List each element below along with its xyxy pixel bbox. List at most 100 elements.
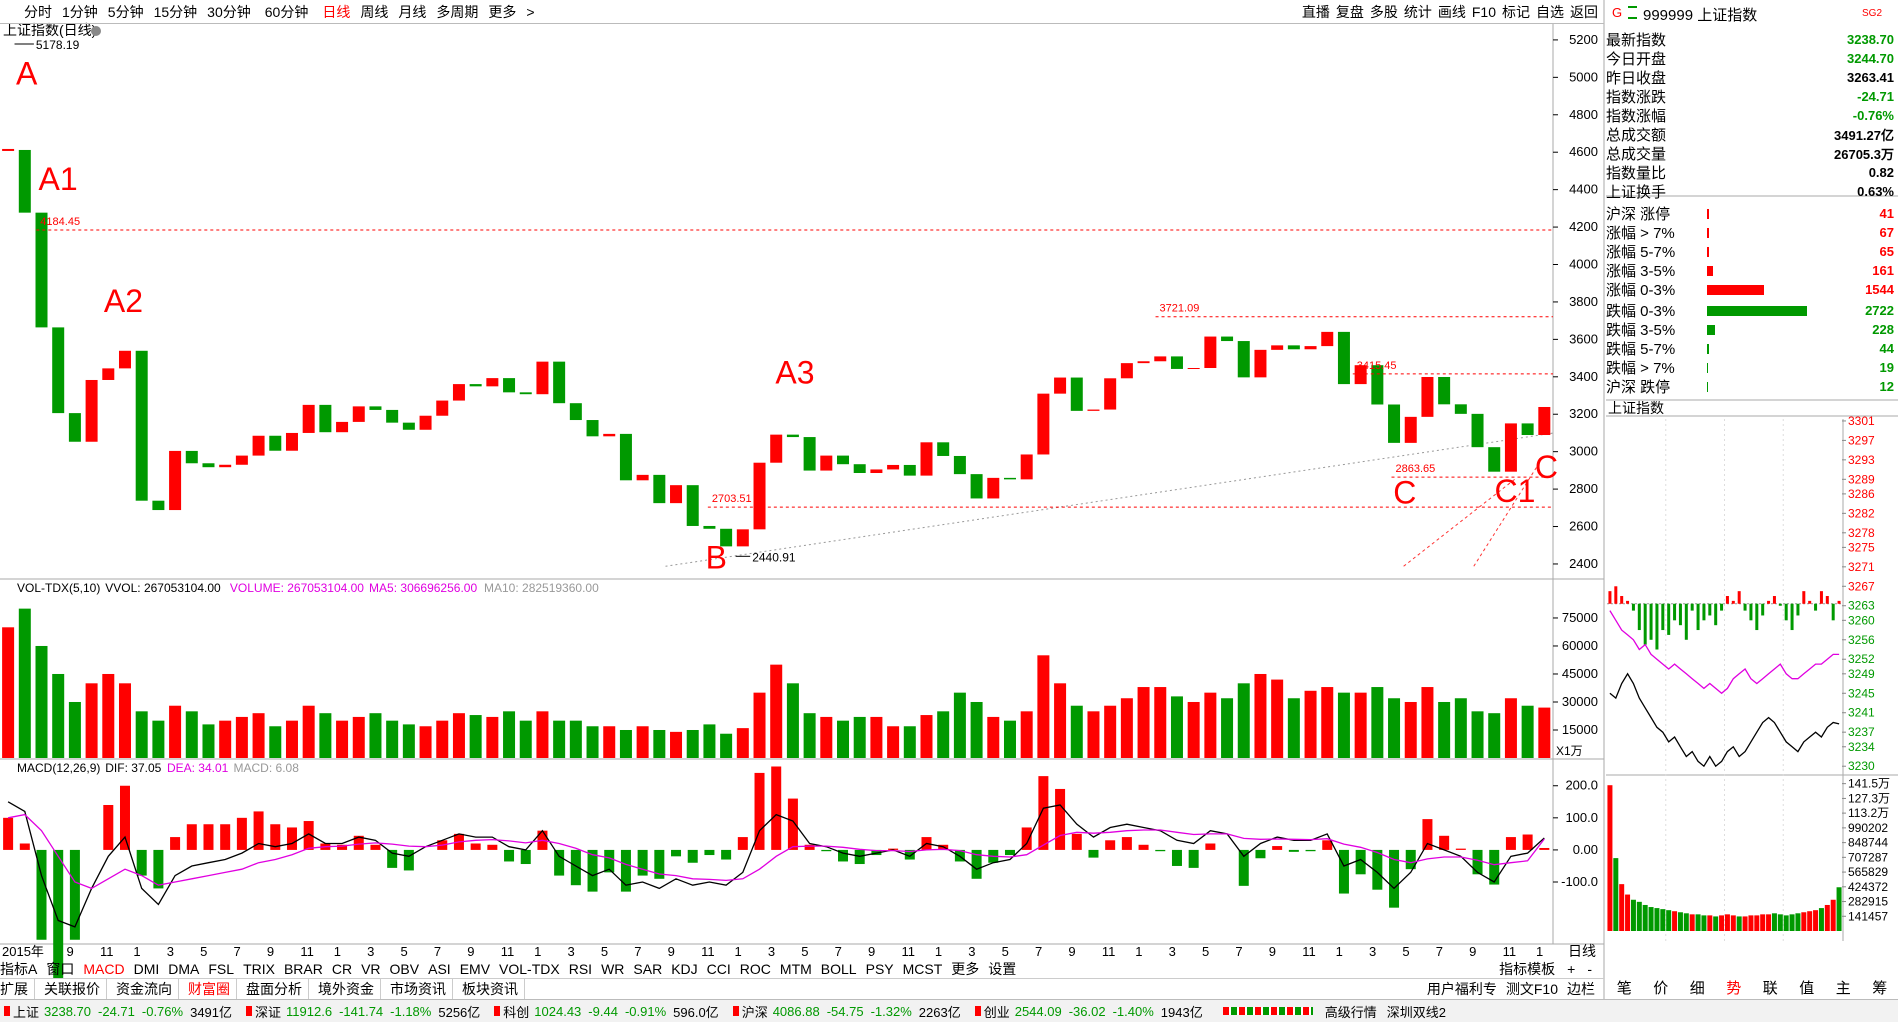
extension-tab[interactable]: 盘面分析 xyxy=(246,979,309,999)
indicator-tab[interactable]: 更多 xyxy=(951,959,979,979)
tool-button[interactable]: 自选 xyxy=(1536,2,1564,22)
x-tick-label: 9 xyxy=(467,944,474,959)
indicator-tab[interactable]: BRAR xyxy=(284,961,323,977)
period-tab[interactable]: 分时 xyxy=(24,2,52,22)
indicator-tab[interactable]: MCST xyxy=(903,961,943,977)
volume-bar xyxy=(303,706,315,758)
intraday-volume xyxy=(1784,915,1789,931)
extension-tab[interactable]: 板块资讯 xyxy=(462,979,525,999)
period-tab[interactable]: 15分钟 xyxy=(154,2,198,22)
indicator-tab[interactable]: RSI xyxy=(569,961,592,977)
side-tab[interactable]: 细 xyxy=(1679,977,1716,998)
level-label: 2703.51 xyxy=(712,493,752,505)
period-tab[interactable]: 5分钟 xyxy=(108,2,144,22)
indicator-tool[interactable]: + xyxy=(1567,961,1575,977)
extension-tab[interactable]: 关联报价 xyxy=(44,979,107,999)
x-tick-label: 2015年 xyxy=(2,944,44,959)
y-tick-label: 3200 xyxy=(1569,406,1598,421)
side-tab[interactable]: 联 xyxy=(1752,977,1789,998)
indicator-tab[interactable]: ASI xyxy=(428,961,451,977)
side-tab[interactable]: 值 xyxy=(1789,977,1826,998)
candle xyxy=(236,456,248,465)
indicator-tab[interactable]: MTM xyxy=(780,961,812,977)
indicator-tab[interactable]: SAR xyxy=(633,961,662,977)
indicator-tool[interactable]: 指标模板 xyxy=(1499,959,1555,979)
volume-bar xyxy=(971,702,983,758)
indicator-tab[interactable]: WR xyxy=(601,961,624,977)
tool-button[interactable]: 多股 xyxy=(1370,2,1398,22)
side-tab[interactable]: 笔 xyxy=(1606,977,1643,998)
side-tab[interactable]: 势 xyxy=(1716,977,1753,998)
breadth-label: 涨幅 0-3% xyxy=(1606,279,1706,300)
period-tab[interactable]: 1分钟 xyxy=(62,2,98,22)
period-tab[interactable]: 月线 xyxy=(398,2,426,22)
side-tab[interactable]: 价 xyxy=(1643,977,1680,998)
side-tab[interactable]: 主 xyxy=(1825,977,1862,998)
extension-tool[interactable]: 测文F10 xyxy=(1506,979,1558,999)
indicator-tab[interactable]: CCI xyxy=(707,961,731,977)
y-tick-label: 100.0 xyxy=(1565,810,1598,825)
indicator-tab[interactable]: CR xyxy=(332,961,352,977)
indicator-tab[interactable]: VOL-TDX xyxy=(499,961,560,977)
indicator-tab[interactable]: 设置 xyxy=(988,959,1016,979)
extension-tool[interactable]: 用户福利专 xyxy=(1427,979,1497,999)
period-tab[interactable]: 多周期 xyxy=(436,2,478,22)
volume-bar xyxy=(369,713,381,758)
x-tick-label: 9 xyxy=(868,944,875,959)
indicator-title: MACD(12,26,9) xyxy=(17,761,100,775)
intraday-volume xyxy=(1754,915,1759,931)
extension-tab[interactable]: 资金流向 xyxy=(116,979,179,999)
candle xyxy=(670,485,682,503)
indicator-tab[interactable]: MACD xyxy=(83,961,124,977)
tool-button[interactable]: 画线 xyxy=(1438,2,1466,22)
tool-button[interactable]: F10 xyxy=(1472,4,1496,20)
indicator-tab[interactable]: KDJ xyxy=(671,961,697,977)
indicator-tool[interactable]: - xyxy=(1587,961,1592,977)
extension-tab[interactable]: 财富圈 xyxy=(188,979,237,999)
tool-button[interactable]: 统计 xyxy=(1404,2,1432,22)
candle xyxy=(152,501,164,510)
side-tab[interactable]: 筹 xyxy=(1862,977,1898,998)
ratio-bar xyxy=(1614,586,1617,603)
candle xyxy=(453,384,465,400)
macd-bar xyxy=(1205,843,1215,849)
indicator-tab[interactable]: OBV xyxy=(390,961,420,977)
indicator-tab[interactable]: PSY xyxy=(866,961,894,977)
indicator-tab[interactable]: EMV xyxy=(460,961,490,977)
extension-tab[interactable]: 市场资讯 xyxy=(390,979,453,999)
x-tick-label: 7 xyxy=(835,944,842,959)
period-tab[interactable]: 更多 xyxy=(488,2,516,22)
indicator-tab[interactable]: 窗口 xyxy=(46,959,74,979)
period-tab[interactable]: > xyxy=(526,4,534,20)
indicator-tab[interactable]: ROC xyxy=(740,961,771,977)
extension-tab[interactable]: 扩展 xyxy=(0,979,35,999)
y-tick-label: 3241 xyxy=(1848,706,1875,720)
indicator-tab[interactable]: FSL xyxy=(208,961,234,977)
indicator-tab[interactable]: DMA xyxy=(168,961,199,977)
period-tab[interactable]: 周线 xyxy=(360,2,388,22)
ratio-bar xyxy=(1708,604,1711,616)
indicator-tab[interactable]: BOLL xyxy=(821,961,857,977)
x-tick-label: 9 xyxy=(1469,944,1476,959)
status-link[interactable]: 高级行情 xyxy=(1325,1002,1377,1021)
extension-tab[interactable]: 境外资金 xyxy=(318,979,381,999)
status-link[interactable]: 深圳双线2 xyxy=(1387,1002,1446,1021)
candle xyxy=(269,436,281,451)
tool-button[interactable]: 复盘 xyxy=(1336,2,1364,22)
macd-bar xyxy=(1122,837,1132,850)
indicator-tab[interactable]: VR xyxy=(361,961,380,977)
period-tab[interactable]: 30分钟 xyxy=(207,2,251,22)
indicator-tab[interactable]: 指标A xyxy=(0,959,37,979)
extension-tool[interactable]: 边栏 xyxy=(1567,979,1595,999)
tool-button[interactable]: 返回 xyxy=(1570,2,1598,22)
intraday-volume xyxy=(1684,913,1689,931)
period-tab[interactable]: 60分钟 xyxy=(265,2,309,22)
y-tick-label: 707287 xyxy=(1848,850,1888,864)
y-tick-label: 3267 xyxy=(1848,579,1875,593)
indicator-tab[interactable]: TRIX xyxy=(243,961,275,977)
candle xyxy=(486,378,498,386)
tool-button[interactable]: 标记 xyxy=(1502,2,1530,22)
tool-button[interactable]: 直播 xyxy=(1302,2,1330,22)
period-tab[interactable]: 日线 xyxy=(322,2,350,22)
indicator-tab[interactable]: DMI xyxy=(134,961,160,977)
